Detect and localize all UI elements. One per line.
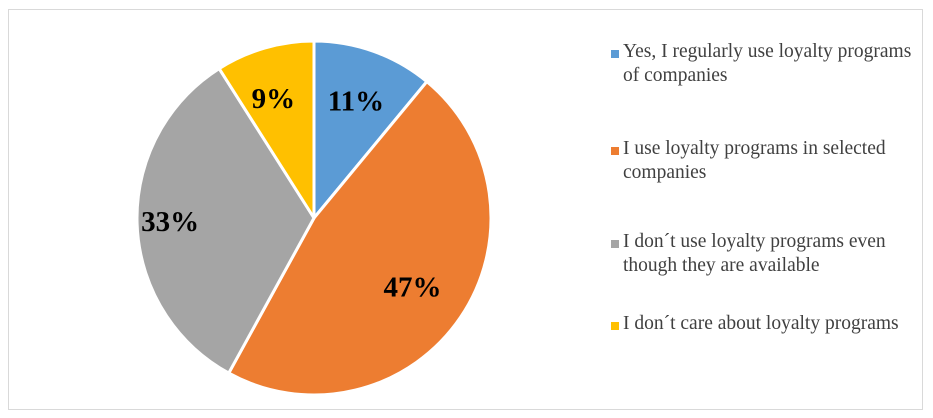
legend-label-dont-use: I don´t use loyalty programs even though…	[623, 231, 886, 276]
slice-label-dont-use: 33%	[141, 206, 199, 238]
slice-label-selected-companies: 47%	[383, 272, 441, 304]
legend-swatch-dont-use	[611, 240, 619, 248]
legend-item-selected-companies: I use loyalty programs in selected compa…	[611, 137, 931, 185]
legend-label-selected-companies: I use loyalty programs in selected compa…	[623, 138, 886, 183]
pie-slice-dont-care	[217, 39, 316, 220]
legend-label-dont-care: I don´t care about loyalty programs	[623, 313, 899, 334]
legend-label-regular-use: Yes, I regularly use loyalty programs of…	[623, 41, 912, 86]
legend-item-regular-use: Yes, I regularly use loyalty programs of…	[611, 40, 931, 88]
slice-label-regular-use: 11%	[328, 85, 384, 117]
pie-slice-regular-use	[312, 39, 429, 220]
pie-slice-dont-use	[135, 67, 316, 375]
legend-swatch-regular-use	[611, 50, 619, 58]
legend-item-dont-use: I don´t use loyalty programs even though…	[611, 230, 931, 278]
chart-area: 11% 47% 33% 9% Yes, I regularly use loyalty…	[8, 9, 923, 410]
pie-slice-selected-companies	[227, 80, 493, 397]
legend-item-dont-care: I don´t care about loyalty programs	[611, 312, 931, 336]
slice-label-dont-care: 9%	[252, 83, 296, 115]
legend-swatch-dont-care	[611, 322, 619, 330]
legend-swatch-selected-companies	[611, 147, 619, 155]
pie-chart: 11% 47% 33% 9%	[135, 39, 493, 397]
